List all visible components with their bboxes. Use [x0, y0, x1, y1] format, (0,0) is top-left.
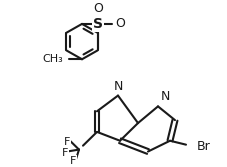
Text: O: O — [114, 17, 124, 30]
Text: CH₃: CH₃ — [42, 54, 63, 64]
Text: F: F — [64, 137, 70, 147]
Text: O: O — [93, 2, 102, 15]
Text: Br: Br — [196, 140, 210, 153]
Text: S: S — [93, 17, 103, 31]
Text: N: N — [160, 91, 170, 103]
Text: F: F — [62, 147, 68, 157]
Text: F: F — [69, 156, 76, 166]
Text: N: N — [113, 80, 122, 93]
